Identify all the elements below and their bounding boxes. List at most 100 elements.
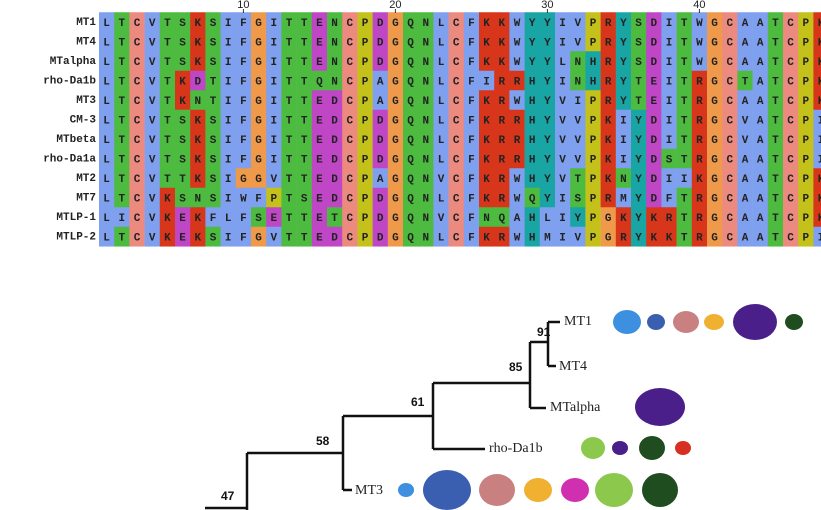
residue-cell (190, 129, 206, 150)
residue-cell (296, 31, 313, 52)
residue: K (194, 18, 201, 30)
residue-cell (524, 51, 541, 72)
residue-cell (311, 207, 328, 228)
residue-cell (448, 168, 465, 189)
residue-cell (159, 12, 176, 33)
residue: R (696, 76, 703, 88)
residue: K (483, 135, 490, 147)
residue: V (149, 232, 156, 244)
residue: I (666, 115, 673, 127)
residue: T (118, 232, 125, 244)
residue: T (772, 18, 779, 30)
residue: Q (407, 174, 414, 186)
residue-cell (813, 90, 821, 111)
residue: L (438, 135, 445, 147)
residue-cell (737, 31, 753, 52)
residue: I (225, 37, 232, 49)
residue-cell (722, 168, 738, 189)
residue: C (726, 37, 733, 49)
residue-cell (539, 70, 556, 91)
residue-cell (251, 148, 267, 169)
residue-cell (357, 168, 373, 189)
residue: V (574, 154, 581, 166)
residue: C (726, 174, 733, 186)
residue: T (772, 213, 779, 225)
residue: D (377, 232, 384, 244)
residue-cell (251, 31, 267, 52)
residue-cell (570, 109, 586, 130)
residue-cell (479, 31, 495, 52)
residue-cell (707, 129, 723, 150)
residue-cell (448, 70, 465, 91)
residue-cell (220, 129, 237, 150)
residue-cell (327, 226, 343, 247)
residue-cell (691, 90, 708, 111)
residue-cell (433, 90, 449, 111)
residue-cell (555, 168, 571, 189)
residue-cell (296, 70, 313, 91)
residue-cell (433, 207, 449, 228)
residue-cell (615, 109, 632, 130)
residue: L (438, 18, 445, 30)
residue-cell (235, 187, 252, 208)
residue: V (270, 232, 277, 244)
residue-cell (311, 70, 328, 91)
residue-cell (783, 207, 799, 228)
residue-cell (99, 168, 115, 189)
residue-cell (205, 148, 221, 169)
circle (647, 314, 665, 330)
residue-cell (311, 12, 328, 33)
residue-cell (342, 31, 358, 52)
residue: P (802, 154, 809, 166)
residue-cell (418, 109, 434, 130)
residue: L (438, 232, 445, 244)
residue: C (346, 18, 353, 30)
residue: P (270, 193, 277, 205)
residue-cell (296, 129, 313, 150)
residue-cell (813, 70, 821, 91)
residue: T (164, 174, 171, 186)
residue-cell (570, 70, 586, 91)
residue-cell (798, 51, 814, 72)
residue-cell (114, 51, 130, 72)
residue-cell (220, 12, 237, 33)
residue: E (316, 37, 323, 49)
residue-cell (99, 226, 115, 247)
residue-cell (357, 129, 373, 150)
residue-cell (494, 226, 510, 247)
residue: C (453, 174, 460, 186)
residue: L (103, 232, 110, 244)
residue-cell (281, 109, 297, 130)
residue-cell (342, 148, 358, 169)
residue-cell (327, 90, 343, 111)
residue-cell (114, 187, 130, 208)
residue: P (362, 57, 369, 69)
circle (704, 314, 724, 330)
residue-cell (448, 90, 465, 111)
residue: G (255, 96, 262, 108)
residue-cell (205, 129, 221, 150)
residue-cell (707, 109, 723, 130)
residue-cell (631, 207, 647, 228)
residue-cell (585, 12, 601, 33)
residue: W (514, 174, 521, 186)
residue-cell (175, 148, 191, 169)
residue: L (438, 57, 445, 69)
residue: T (118, 96, 125, 108)
residue: G (255, 18, 262, 30)
sequence-name: rho-Da1a (43, 153, 96, 165)
residue: F (468, 96, 475, 108)
residue: T (681, 37, 688, 49)
residue: C (134, 232, 141, 244)
residue: C (787, 174, 794, 186)
residue: T (772, 135, 779, 147)
residue: R (605, 76, 612, 88)
residue: V (574, 37, 581, 49)
residue: T (118, 174, 125, 186)
residue-cell (722, 148, 738, 169)
residue: I (225, 18, 232, 30)
residue-cell (600, 168, 617, 189)
residue: G (255, 232, 262, 244)
residue: T (681, 135, 688, 147)
ruler-label: 30 (541, 0, 553, 11)
